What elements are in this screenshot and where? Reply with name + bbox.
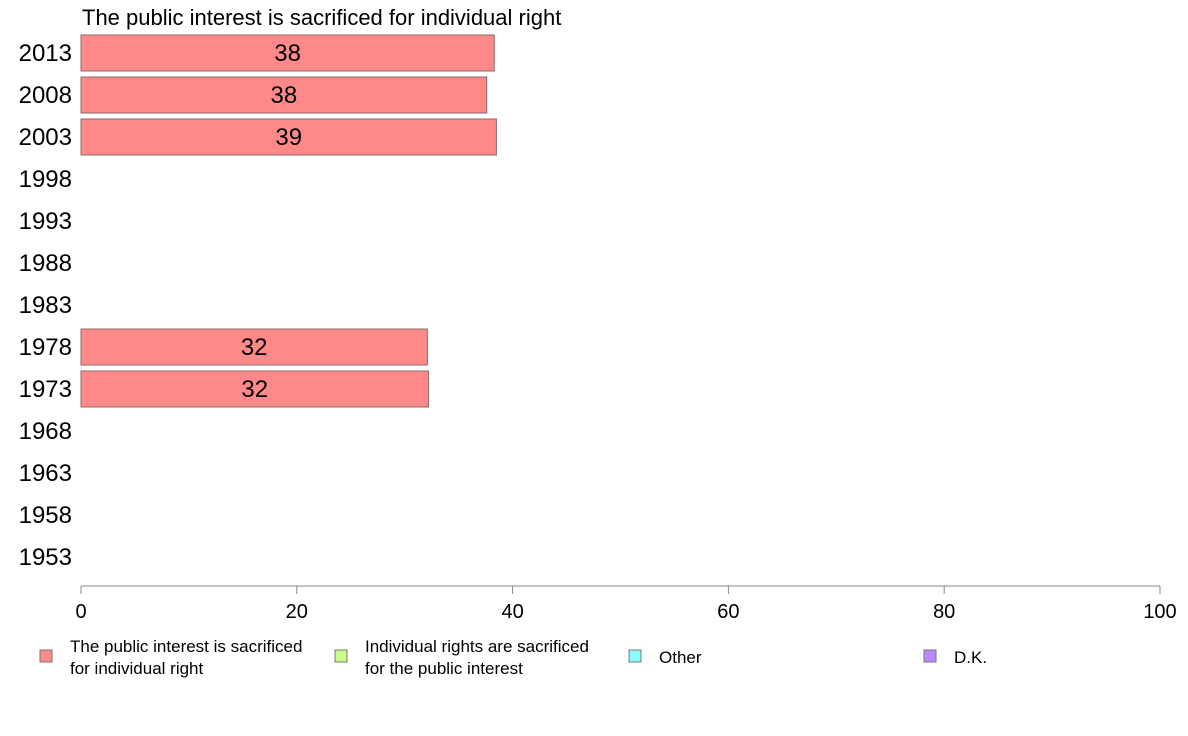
category-label: 1998 (19, 166, 72, 193)
bar (80, 76, 488, 114)
legend-label: for the public interest (365, 659, 523, 678)
legend-item: Other (628, 648, 702, 667)
category-label: 2008 (19, 82, 72, 109)
category-label: 1953 (19, 544, 72, 571)
bar (80, 370, 429, 408)
bars (80, 34, 497, 408)
bar (80, 328, 428, 366)
x-tick-label: 80 (933, 601, 955, 623)
category-label: 1963 (19, 460, 72, 487)
bar-value-labels: 38 38 39 32 32 (241, 40, 302, 403)
bar-value-label: 38 (274, 40, 301, 67)
legend-swatch (923, 649, 937, 663)
legend-swatch (39, 649, 53, 663)
bar-value-label: 39 (275, 124, 302, 151)
bar (80, 34, 495, 72)
legend-label: Individual rights are sacrificed (365, 637, 589, 656)
category-label: 1988 (19, 250, 72, 277)
category-label: 2013 (19, 40, 72, 67)
category-label: 1958 (19, 502, 72, 529)
legend-label: The public interest is sacrificed (70, 637, 302, 656)
category-label: 1978 (19, 334, 72, 361)
legend-item: D.K. (923, 648, 987, 667)
bar-value-label: 38 (271, 82, 298, 109)
bar-value-label: 32 (241, 334, 268, 361)
category-label: 1968 (19, 418, 72, 445)
category-label: 1993 (19, 208, 72, 235)
category-label: 1973 (19, 376, 72, 403)
category-label: 2003 (19, 124, 72, 151)
legend-swatch (628, 649, 642, 663)
x-axis: 0 20 40 60 80 100 (75, 585, 1177, 623)
legend-label: D.K. (954, 648, 987, 667)
category-label: 1983 (19, 292, 72, 319)
category-labels: 2013 2008 2003 1998 1993 1988 1983 1978 1973 1968… (19, 40, 72, 571)
legend-label: for individual right (70, 659, 204, 678)
chart-title: The public interest is sacrificed for in… (82, 5, 561, 30)
legend: The public interest is sacrificed for ind… (39, 637, 987, 678)
x-tick-label: 40 (501, 601, 523, 623)
x-tick-label: 20 (286, 601, 308, 623)
x-tick-label: 100 (1143, 601, 1176, 623)
bar (80, 118, 497, 156)
x-tick-label: 60 (717, 601, 739, 623)
bar-value-label: 32 (241, 376, 268, 403)
legend-label: Other (659, 648, 702, 667)
x-tick-label: 0 (75, 601, 86, 623)
legend-item: Individual rights are sacrificed for the … (334, 637, 589, 678)
legend-item: The public interest is sacrificed for ind… (39, 637, 302, 678)
legend-swatch (334, 649, 348, 663)
